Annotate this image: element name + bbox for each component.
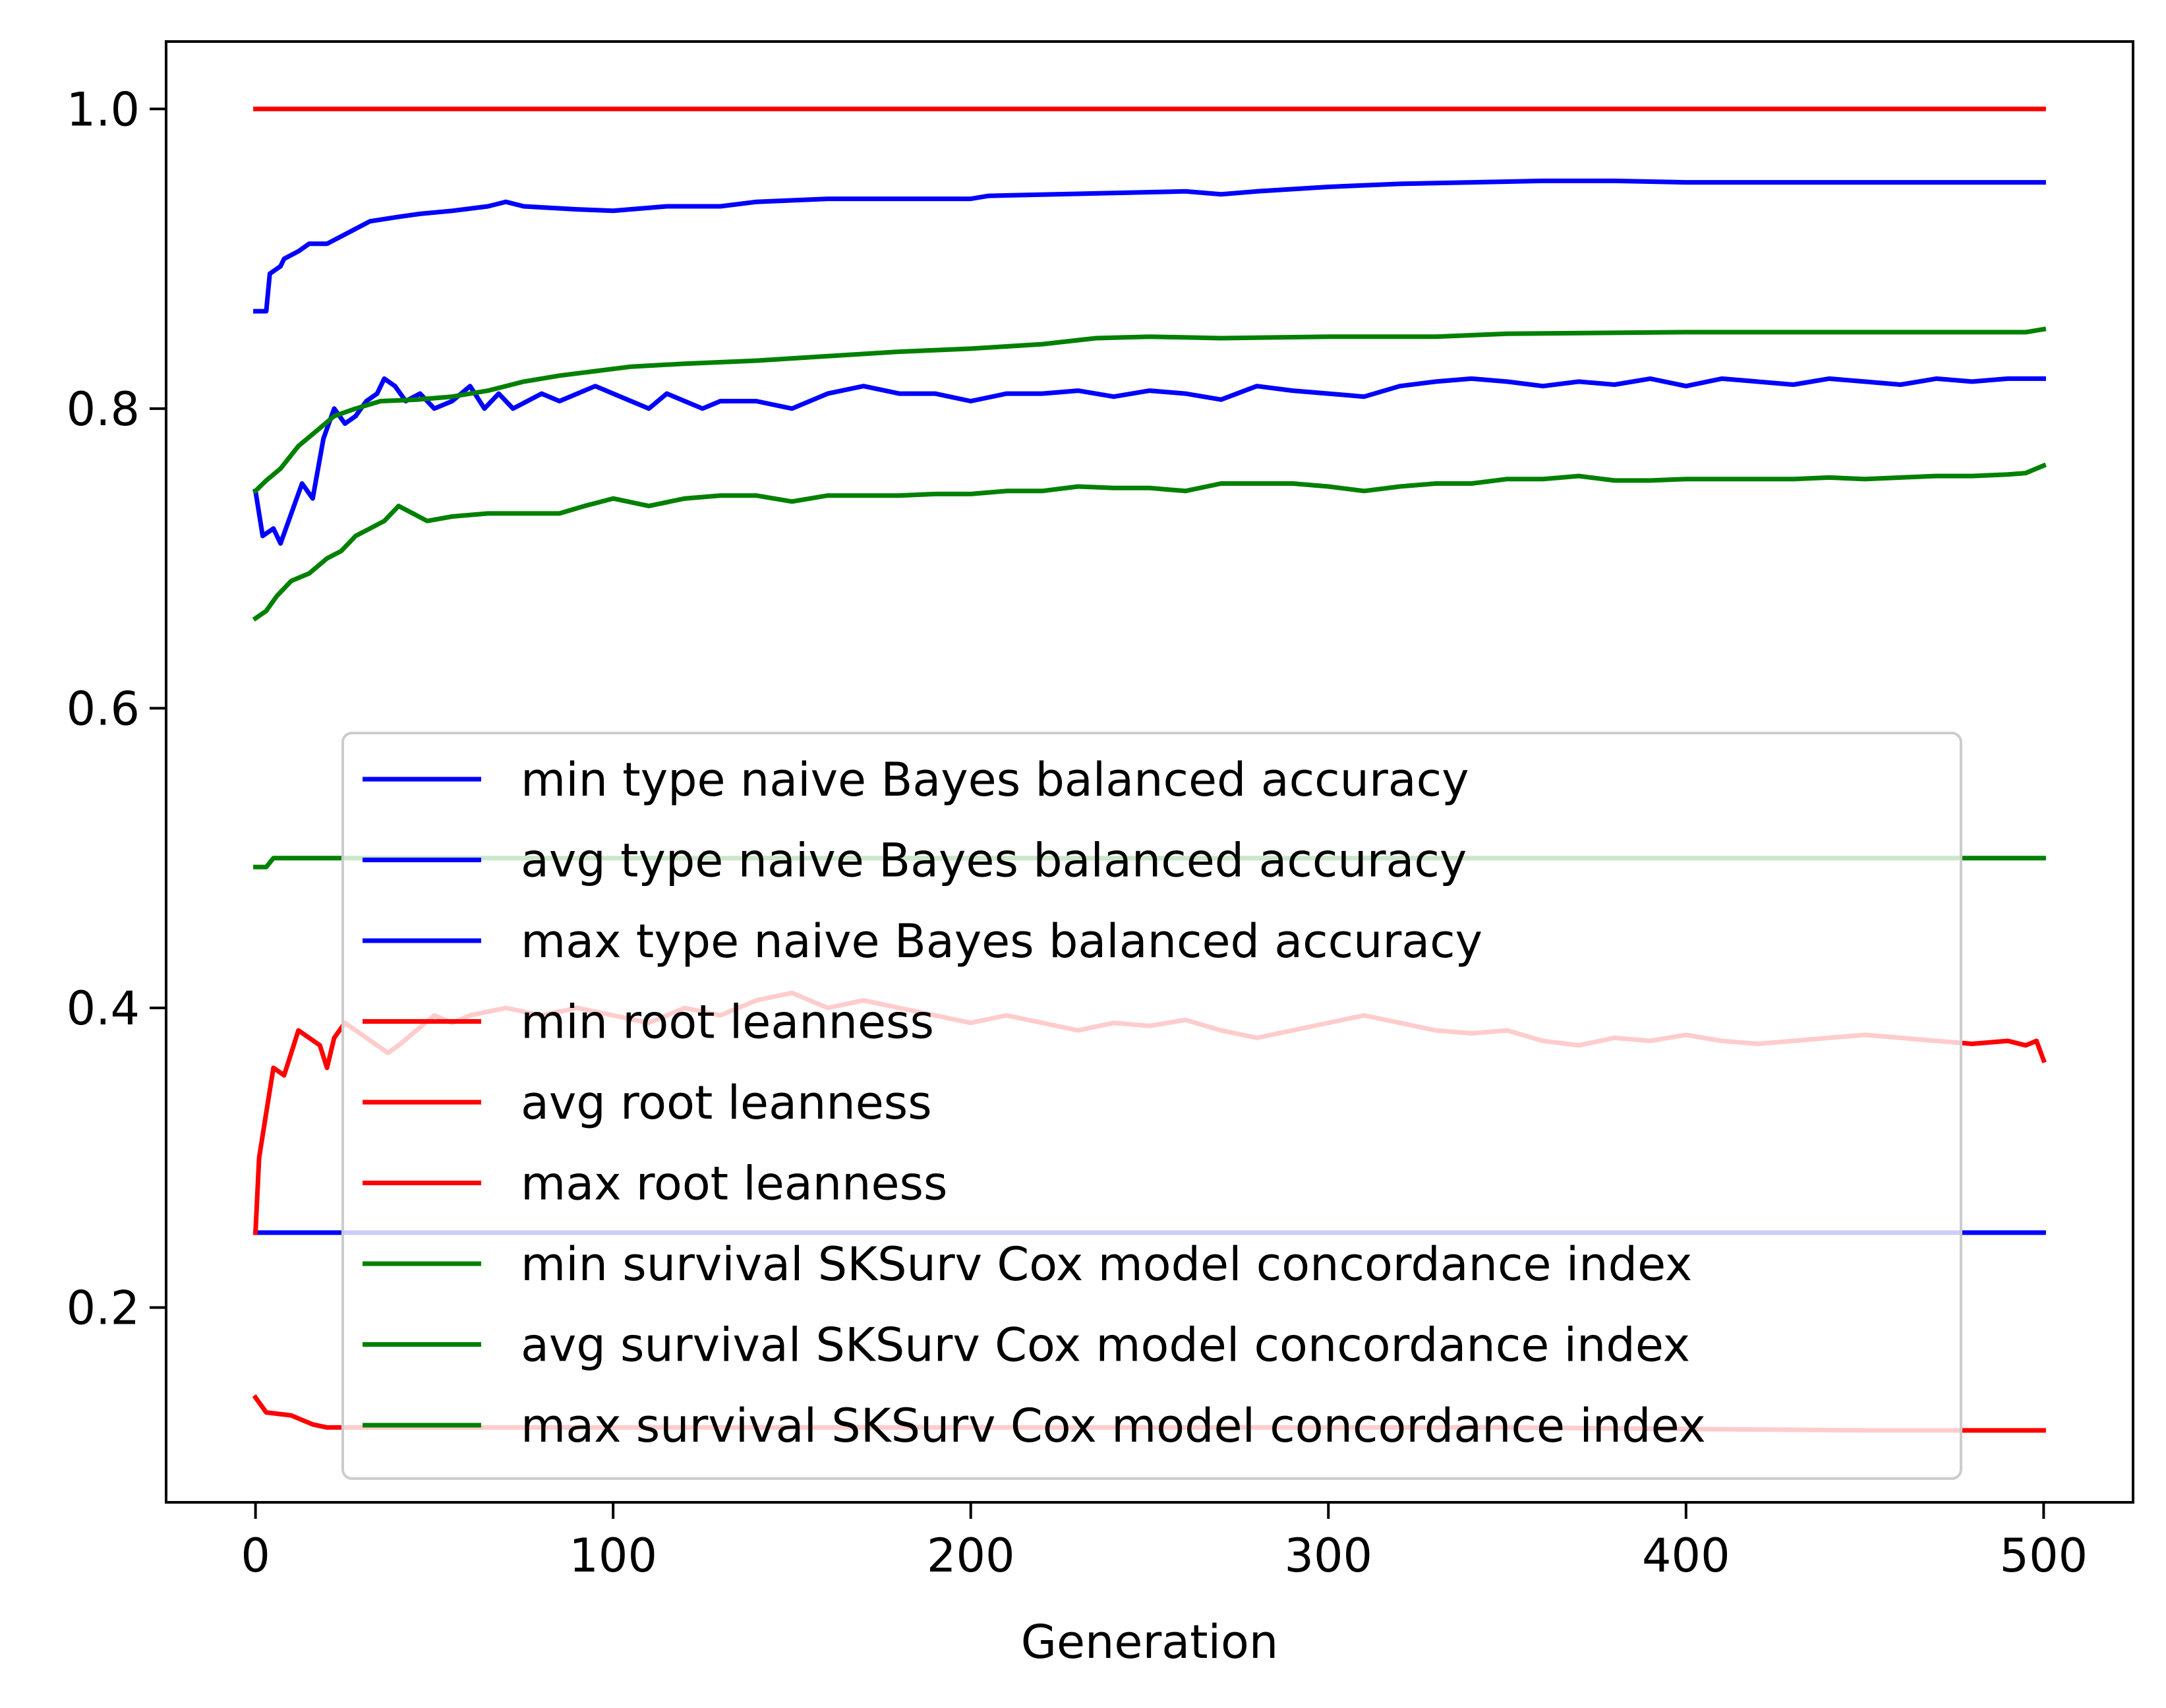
legend-box <box>341 732 1962 1480</box>
legend-label-8: max survival SKSurv Cox model concordanc… <box>521 1399 1706 1453</box>
legend: min type naive Bayes balanced accuracy av… <box>341 732 1962 1480</box>
y-tick-label: 0.2 <box>67 1281 140 1336</box>
legend-label-7: avg survival SKSurv Cox model concordanc… <box>521 1318 1690 1372</box>
y-tick-label: 0.8 <box>67 382 140 436</box>
y-tick-label: 1.0 <box>67 82 140 136</box>
legend-label-4: avg root leanness <box>521 1076 932 1130</box>
legend-label-6: min survival SKSurv Cox model concordanc… <box>521 1237 1692 1291</box>
x-tick-label: 0 <box>241 1529 270 1583</box>
series-line-1 <box>252 376 2046 546</box>
plot-frame <box>165 40 2134 1504</box>
y-tick-label: 0.6 <box>67 682 140 736</box>
legend-label-0: min type naive Bayes balanced accuracy <box>521 753 1469 807</box>
series-line-8 <box>252 326 2047 494</box>
x-tick-label: 100 <box>569 1529 657 1583</box>
x-axis: 0 100 200 300 400 500 <box>241 1502 2088 1583</box>
legend-label-2: max type naive Bayes balanced accuracy <box>521 914 1482 968</box>
series-line-2 <box>253 178 2046 314</box>
x-tick-label: 200 <box>927 1529 1015 1583</box>
y-axis: 0.2 0.4 0.6 0.8 1.0 <box>67 82 166 1336</box>
y-tick-label: 0.4 <box>67 982 140 1036</box>
x-tick-label: 500 <box>2000 1529 2088 1583</box>
series-line-7 <box>252 462 2047 622</box>
x-tick-label: 300 <box>1284 1529 1372 1583</box>
legend-label-5: max root leanness <box>521 1157 948 1211</box>
x-tick-label: 400 <box>1642 1529 1730 1583</box>
x-axis-label: Generation <box>1021 1615 1279 1669</box>
legend-label-1: avg type naive Bayes balanced accuracy <box>521 834 1467 888</box>
legend-label-3: min root leanness <box>521 995 934 1049</box>
